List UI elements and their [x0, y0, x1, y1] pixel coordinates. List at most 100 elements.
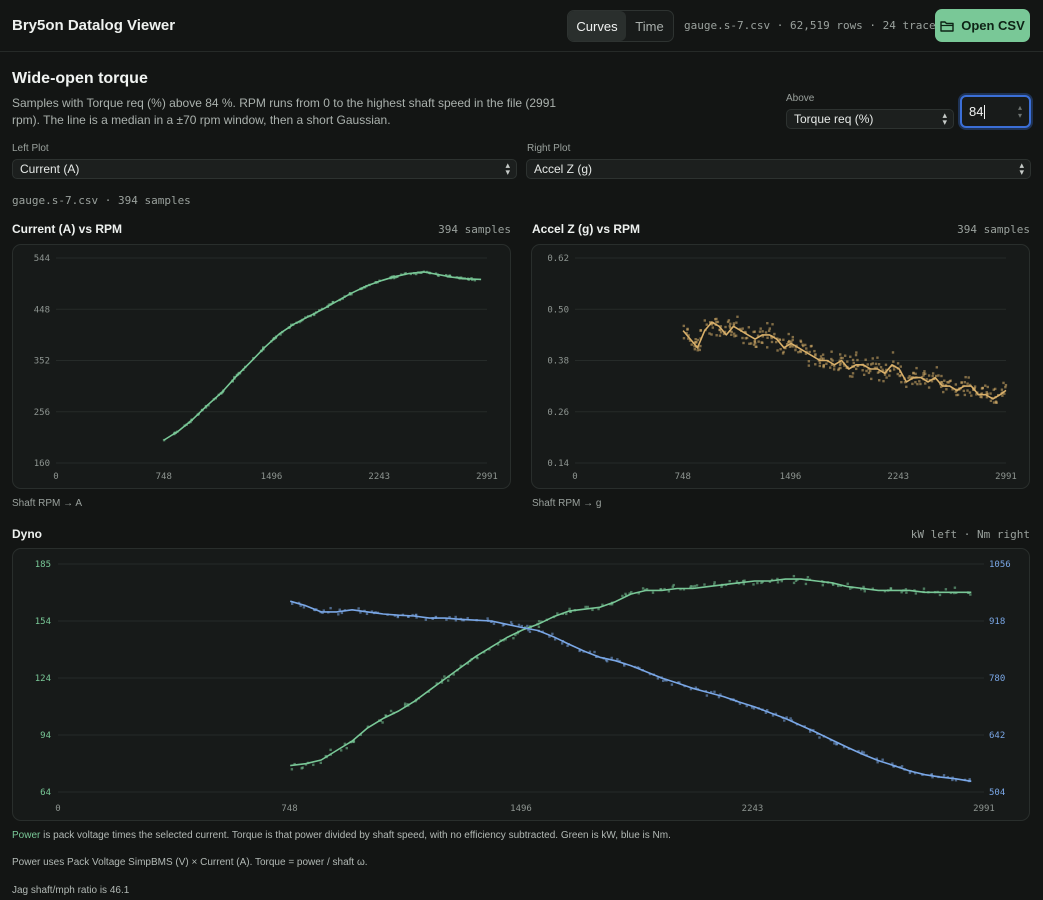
- sample-point: [732, 323, 736, 327]
- sample-point: [756, 581, 759, 585]
- sample-point: [520, 624, 524, 628]
- sample-point: [919, 382, 922, 386]
- sample-point: [404, 272, 407, 275]
- sample-point: [741, 327, 744, 330]
- sample-point: [748, 342, 751, 345]
- sample-point: [969, 593, 972, 596]
- sample-point: [867, 371, 871, 375]
- sample-point: [768, 327, 772, 330]
- sample-point: [708, 332, 711, 335]
- sample-point: [924, 382, 927, 385]
- sample-point: [459, 664, 463, 668]
- sample-point: [818, 357, 822, 361]
- sample-point: [903, 380, 907, 384]
- sample-point: [486, 617, 489, 620]
- sample-point: [789, 717, 792, 720]
- accel-chart: 0.14 0.26 0.38 0.50 0.62 0 748 1496 2243 2991: [531, 244, 1030, 489]
- sample-point: [690, 343, 693, 346]
- sample-point: [927, 386, 931, 389]
- sample-point: [804, 352, 808, 355]
- sample-point: [553, 638, 557, 641]
- sample-point: [839, 366, 842, 370]
- sample-point: [340, 749, 343, 752]
- sample-point: [340, 611, 344, 615]
- sample-point: [964, 375, 967, 379]
- sample-point: [913, 772, 917, 775]
- right-chart-count: 394 samples: [957, 223, 1030, 236]
- sample-point: [693, 348, 697, 351]
- sample-point: [960, 381, 963, 384]
- y-right-tick-label: 918: [989, 617, 1005, 627]
- sample-point: [594, 655, 598, 658]
- current-chart-svg: 160 256 352 448 544 0 748 1496 2243 2991: [34, 254, 498, 482]
- sample-point: [851, 375, 854, 378]
- sample-point: [954, 779, 958, 782]
- sample-point: [995, 401, 998, 404]
- open-csv-button[interactable]: Open CSV: [935, 9, 1030, 42]
- sample-point: [885, 376, 888, 379]
- sample-point: [761, 335, 765, 338]
- sample-point: [732, 332, 736, 335]
- sample-point: [914, 372, 917, 376]
- x-tick-label: 2243: [887, 472, 909, 482]
- sample-point: [741, 579, 745, 583]
- tab-time[interactable]: Time: [635, 18, 664, 34]
- sample-point: [1004, 385, 1007, 389]
- sample-point: [302, 606, 306, 609]
- stepper-icon[interactable]: ▴ ▾: [1017, 103, 1022, 120]
- sample-point: [663, 587, 666, 591]
- sample-point: [443, 675, 446, 678]
- tab-curves[interactable]: Curves: [568, 11, 626, 41]
- sample-point: [744, 337, 747, 340]
- footnote-ratio: Jag shaft/mph ratio is 46.1: [12, 885, 130, 896]
- y-tick-label: 0.26: [547, 408, 569, 418]
- filter-channel-select[interactable]: Torque req (%) ▴ ▾: [786, 109, 954, 129]
- sample-point: [848, 587, 852, 590]
- sample-point: [781, 352, 785, 355]
- sample-point: [861, 369, 864, 372]
- y-right-tick-label: 504: [989, 788, 1005, 798]
- left-plot-select[interactable]: Current (A) ▴ ▾: [12, 159, 517, 179]
- sample-point: [807, 364, 811, 367]
- sample-point: [723, 330, 727, 334]
- sample-point: [689, 687, 693, 691]
- right-plot-select[interactable]: Accel Z (g) ▴ ▾: [526, 159, 1031, 179]
- sample-point: [753, 340, 756, 343]
- footnote-power: Power is pack voltage times the selected…: [12, 830, 671, 841]
- sample-point: [705, 323, 708, 326]
- sample-point: [881, 758, 884, 761]
- sample-point: [610, 603, 614, 606]
- sample-point: [623, 664, 626, 667]
- sample-point: [871, 357, 874, 360]
- threshold-value: 84: [969, 104, 984, 119]
- sample-point: [765, 709, 769, 712]
- footnote-formula: Power uses Pack Voltage SimpBMS (V) × Cu…: [12, 857, 368, 868]
- sample-point: [945, 388, 948, 391]
- sample-point: [944, 588, 948, 591]
- sample-point: [389, 709, 393, 713]
- chevron-updown-icon: ▴ ▾: [942, 110, 947, 127]
- sample-point: [802, 344, 805, 348]
- sample-point: [794, 579, 798, 582]
- right-axis-note: Shaft RPM → g: [532, 498, 602, 509]
- dyno-units-note: kW left · Nm right: [910, 528, 1030, 541]
- sample-point: [628, 592, 631, 595]
- sample-point: [735, 321, 738, 324]
- threshold-input[interactable]: 84 ▴ ▾: [960, 95, 1031, 128]
- sample-point: [703, 319, 706, 322]
- sample-point: [956, 393, 960, 397]
- sample-point: [898, 374, 901, 378]
- sample-point: [730, 333, 733, 337]
- sample-point: [713, 581, 716, 584]
- x-tick-label: 0: [572, 472, 577, 482]
- sample-point: [860, 750, 864, 753]
- sample-point: [937, 374, 940, 377]
- sample-point: [846, 360, 849, 363]
- sample-point: [688, 339, 692, 342]
- sample-point: [900, 380, 903, 384]
- sample-point: [835, 742, 839, 746]
- sample-point: [597, 607, 600, 611]
- sample-point: [406, 615, 410, 618]
- sample-point: [415, 613, 418, 617]
- sample-point: [776, 577, 779, 581]
